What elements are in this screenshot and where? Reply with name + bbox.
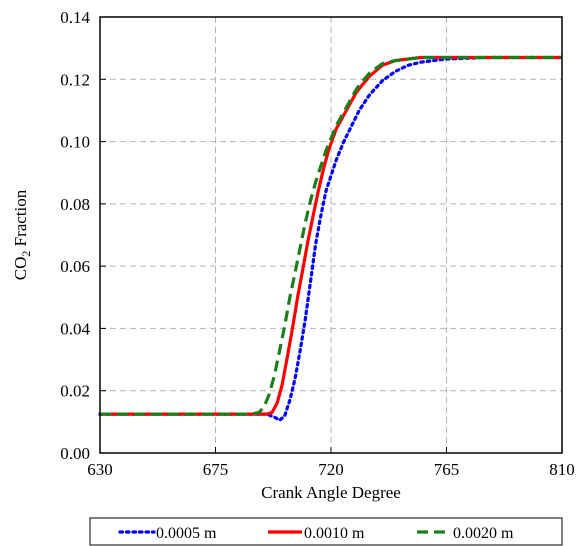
y-tick-label: 0.10: [60, 133, 90, 152]
x-tick-label: 675: [203, 460, 229, 479]
y-tick-label: 0.12: [60, 70, 90, 89]
y-axis-title: CO2 Fraction: [11, 189, 33, 280]
y-tick-label: 0.00: [60, 444, 90, 463]
y-tick-label: 0.14: [60, 8, 90, 27]
x-tick-label: 720: [318, 460, 344, 479]
y-axis-title-main: CO: [11, 257, 30, 281]
axis-ticks: [99, 16, 563, 454]
x-axis-title: Crank Angle Degree: [261, 483, 401, 502]
y-tick-label: 0.04: [60, 319, 90, 338]
legend: 0.0005 m 0.0010 m 0.0020 m: [89, 517, 563, 546]
legend-items: 0.0005 m 0.0010 m 0.0020 m: [118, 525, 514, 542]
y-axis-title-subscript: 2: [19, 251, 33, 257]
legend-label-3: 0.0020 m: [453, 525, 514, 542]
grid-lines: [100, 17, 562, 453]
y-axis-title-tail: Fraction: [11, 189, 30, 250]
series-lines: [98, 55, 564, 422]
series-line-1: [98, 55, 564, 422]
legend-label-1: 0.0005 m: [156, 525, 217, 542]
x-tick-label: 810: [549, 460, 575, 479]
x-tick-label: 630: [87, 460, 113, 479]
legend-label-2: 0.0010 m: [304, 525, 365, 542]
y-tick-label: 0.02: [60, 382, 90, 401]
x-tick-labels: 630 675 720 765 810: [87, 460, 575, 479]
y-tick-label: 0.08: [60, 195, 90, 214]
y-tick-labels: 0.00 0.02 0.04 0.06 0.08 0.10 0.12 0.14: [60, 8, 90, 463]
y-tick-label: 0.06: [60, 257, 90, 276]
legend-box: [89, 517, 563, 546]
x-tick-label: 765: [434, 460, 460, 479]
series-line-3: [100, 55, 562, 416]
